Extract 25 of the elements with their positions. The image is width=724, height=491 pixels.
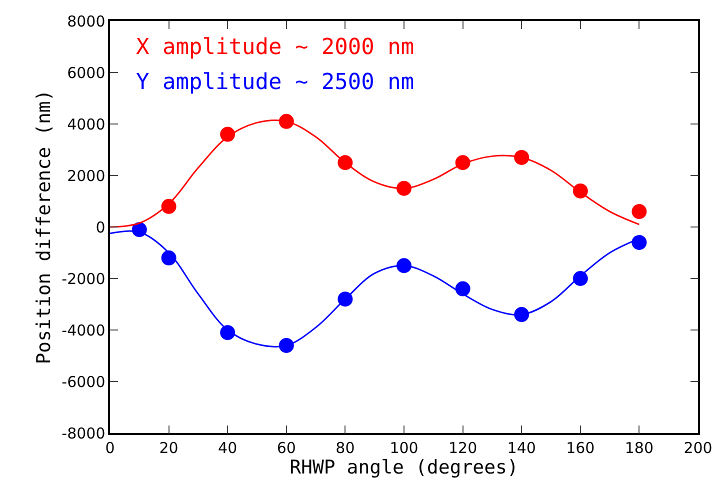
x-tick-label: 20 xyxy=(159,438,178,457)
point xyxy=(632,234,647,250)
x-tick-label: 180 xyxy=(624,438,654,457)
y-tick-label: 6000 xyxy=(67,64,106,82)
y-tick-label: -8000 xyxy=(62,424,106,442)
y-tick-label: 0 xyxy=(96,218,106,236)
x-axis-title: RHWP angle (degrees) xyxy=(290,456,518,479)
point xyxy=(632,204,647,220)
x-tick-label: 120 xyxy=(448,438,478,457)
y-tick-label: -2000 xyxy=(62,270,106,288)
x-tick-label: 160 xyxy=(566,438,595,457)
y-tick-label: 4000 xyxy=(67,115,106,134)
x-tick-label: 200 xyxy=(684,438,712,457)
y-tick-label: 8000 xyxy=(67,12,106,30)
text: Y amplitude ~ 2500 nm xyxy=(136,70,414,95)
y-axis-title: Position difference (nm) xyxy=(33,90,56,364)
x-tick-label: 60 xyxy=(276,438,296,457)
y-tick-label: 2000 xyxy=(67,166,106,185)
y-tick-label: -4000 xyxy=(62,321,106,340)
x-tick-label: 140 xyxy=(507,438,536,457)
x-tick-label: 40 xyxy=(218,438,238,457)
text: X amplitude ~ 2000 nm xyxy=(136,35,414,60)
x-tick-label: 100 xyxy=(390,438,418,457)
y-tick-label: -6000 xyxy=(62,372,106,391)
x-tick-label: 80 xyxy=(336,438,355,457)
